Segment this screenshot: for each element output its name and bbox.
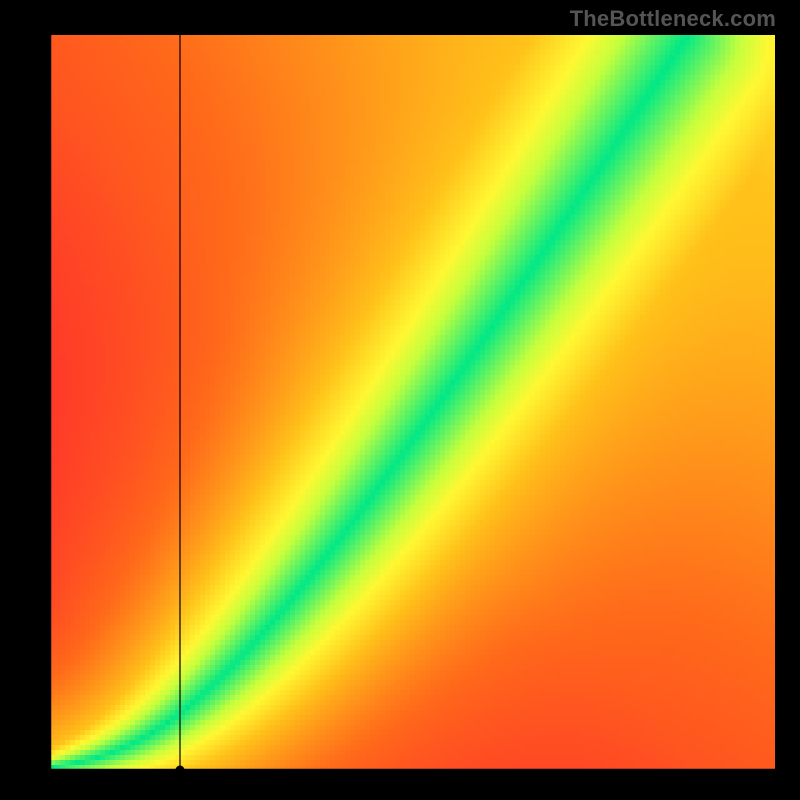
watermark-text: TheBottleneck.com (570, 6, 776, 32)
heatmap-canvas (50, 35, 775, 770)
chart-container: TheBottleneck.com (0, 0, 800, 800)
